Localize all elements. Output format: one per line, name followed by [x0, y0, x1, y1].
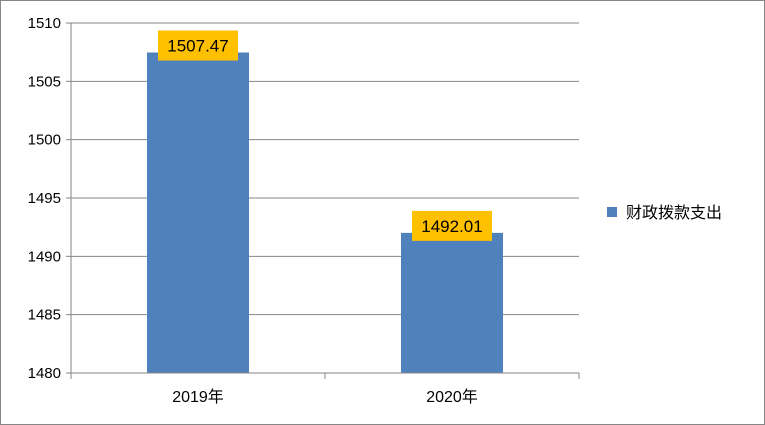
y-tick-label: 1490 — [28, 248, 61, 265]
data-label-box — [158, 30, 238, 61]
data-label: 1507.47 — [167, 37, 228, 56]
y-tick-label: 1510 — [28, 15, 61, 32]
y-tick-label: 1495 — [28, 190, 61, 207]
legend-swatch — [607, 207, 617, 217]
data-label-box — [412, 210, 492, 241]
bar — [147, 52, 249, 374]
data-label: 1492.01 — [421, 217, 482, 236]
y-tick-label: 1485 — [28, 307, 61, 324]
y-tick-label: 1500 — [28, 132, 61, 149]
data-labels: 1507.47 1492.01 — [158, 30, 492, 241]
x-category-label: 2020年 — [426, 388, 478, 406]
y-axis-tick-labels: 1480 1485 1490 1495 1500 1505 1510 — [28, 15, 71, 382]
bar — [401, 232, 503, 373]
x-axis-category-labels: 2019年 2020年 — [70, 373, 580, 406]
y-tick-label: 1480 — [28, 365, 61, 382]
legend: 财政拨款支出 — [607, 204, 722, 222]
legend-label: 财政拨款支出 — [626, 204, 722, 222]
y-tick-label: 1505 — [28, 73, 61, 90]
x-category-label: 2019年 — [172, 388, 224, 406]
bars — [147, 52, 503, 374]
